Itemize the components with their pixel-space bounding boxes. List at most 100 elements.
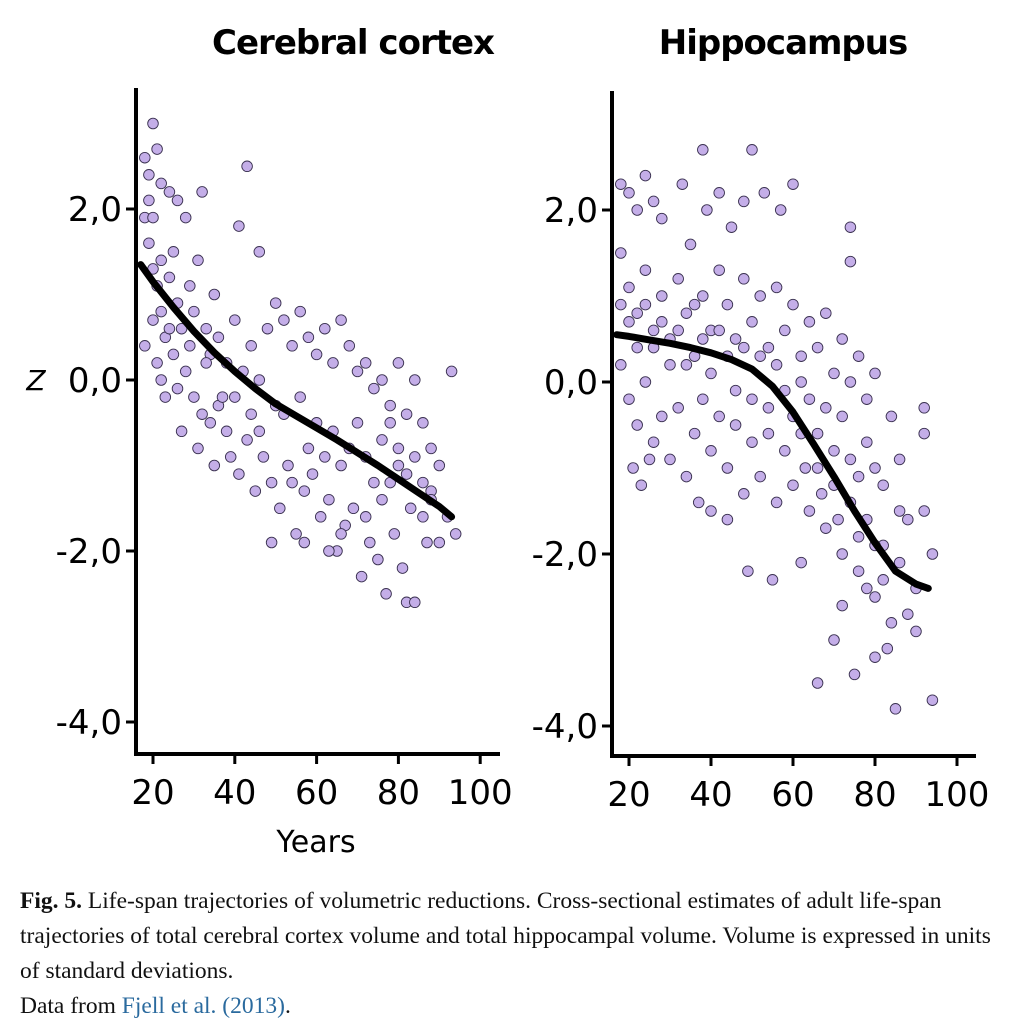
- x-axis-title: Years: [275, 825, 355, 860]
- data-point: [844, 255, 857, 268]
- data-point: [245, 408, 257, 420]
- data-point: [233, 220, 245, 232]
- y-tick-label: 0,0: [68, 361, 122, 401]
- data-point: [631, 341, 643, 354]
- data-point: [754, 470, 766, 483]
- citation-link[interactable]: Fjell et al. (2013): [121, 993, 285, 1019]
- data-point: [196, 408, 208, 420]
- data-point: [376, 374, 388, 386]
- data-point: [355, 570, 368, 583]
- data-point: [409, 374, 421, 386]
- y-tick-label: -2,0: [532, 535, 598, 575]
- x-tick-label: 40: [213, 773, 256, 813]
- data-point: [828, 634, 840, 646]
- data-point: [384, 399, 396, 412]
- data-point: [421, 536, 433, 549]
- data-point: [828, 367, 840, 380]
- data-point: [347, 502, 360, 515]
- data-point: [758, 187, 771, 199]
- data-point: [639, 169, 652, 182]
- data-point: [787, 178, 799, 190]
- x-tick-label: 100: [925, 775, 990, 815]
- data-point: [167, 348, 180, 361]
- data-point: [799, 462, 812, 474]
- data-point: [368, 382, 380, 395]
- data-point: [449, 528, 462, 540]
- caption-source-suffix: .: [284, 993, 291, 1019]
- data-point: [893, 505, 906, 517]
- data-point: [647, 324, 660, 337]
- data-point: [836, 333, 848, 345]
- data-point: [738, 341, 750, 354]
- data-point: [175, 425, 188, 438]
- data-point: [368, 476, 380, 489]
- data-point: [623, 187, 635, 199]
- data-point: [836, 410, 848, 423]
- data-point: [233, 468, 245, 480]
- data-point: [820, 522, 832, 534]
- data-point: [639, 264, 652, 276]
- trend-line: [137, 261, 456, 521]
- data-point: [184, 280, 196, 292]
- data-point: [680, 359, 693, 371]
- data-point: [664, 453, 676, 466]
- data-point: [400, 408, 413, 420]
- data-point: [811, 677, 824, 689]
- data-point: [163, 271, 176, 284]
- data-point: [249, 485, 262, 497]
- data-point: [844, 376, 857, 388]
- x-tick-label: 40: [689, 775, 732, 815]
- data-point: [869, 462, 881, 474]
- data-point: [721, 513, 734, 526]
- data-point: [697, 393, 709, 405]
- trend-line: [613, 331, 932, 592]
- data-point: [705, 367, 717, 380]
- data-point: [643, 453, 656, 466]
- data-point: [885, 410, 898, 423]
- data-point: [729, 384, 742, 397]
- data-point: [869, 367, 881, 380]
- data-point: [364, 536, 376, 549]
- data-point: [836, 599, 848, 612]
- data-point: [274, 502, 286, 515]
- y-tick-label: 2,0: [68, 190, 122, 230]
- data-point: [396, 562, 409, 574]
- data-point: [409, 451, 421, 463]
- data-point: [729, 419, 742, 431]
- data-point: [615, 247, 627, 259]
- data-point: [774, 204, 787, 216]
- data-point: [175, 322, 188, 335]
- data-point: [828, 445, 840, 457]
- y-tick-label: -2,0: [56, 532, 122, 572]
- data-point: [697, 144, 709, 156]
- data-point: [738, 195, 750, 208]
- data-point: [861, 436, 873, 448]
- data-point: [179, 211, 192, 224]
- data-point: [188, 391, 200, 403]
- data-point: [192, 442, 204, 455]
- data-point: [417, 476, 429, 489]
- data-point: [376, 434, 388, 446]
- data-point: [869, 591, 881, 603]
- data-point: [672, 324, 684, 337]
- data-point: [282, 459, 294, 472]
- data-point: [770, 359, 783, 371]
- data-point: [323, 545, 335, 557]
- data-point: [770, 496, 783, 509]
- data-point: [335, 459, 347, 472]
- data-point: [615, 178, 627, 190]
- data-point: [409, 596, 421, 609]
- data-point: [910, 625, 922, 638]
- data-point: [877, 479, 889, 491]
- x-tick-labels: 20 40 60 80 100: [607, 775, 989, 815]
- data-point: [656, 410, 668, 423]
- data-point: [253, 246, 266, 258]
- data-point: [208, 288, 221, 301]
- data-point: [832, 513, 844, 526]
- data-point: [852, 470, 865, 483]
- data-point: [635, 479, 648, 491]
- panel-cerebral-cortex: Cerebral cortex 2,0 0,0 -2,0 -4,0 20 40 60 80 1…: [56, 23, 513, 860]
- data-point: [926, 694, 939, 706]
- data-point: [143, 194, 155, 207]
- data-point: [155, 177, 167, 190]
